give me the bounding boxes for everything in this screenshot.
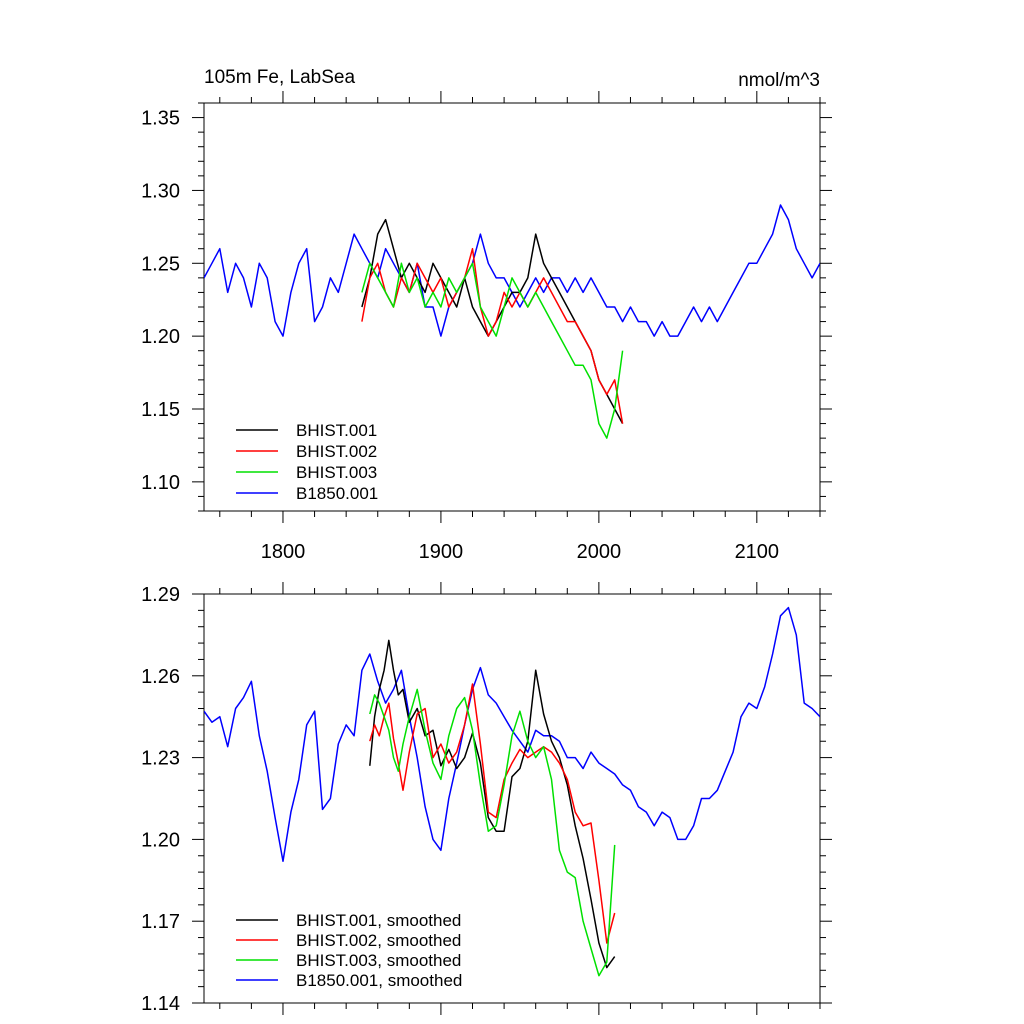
y-tick-label: 1.25	[141, 253, 180, 275]
chart-bottom: 1.14 1.17 1.20 1.23 1.26 1.29 BHIST.001, smoot…	[141, 582, 832, 1015]
series-line-3	[204, 204, 820, 337]
y-tick-label: 1.14	[141, 993, 180, 1015]
legend-label: B1850.001	[296, 484, 378, 503]
x-tick-label: 2000	[577, 541, 622, 563]
x-tick-label: 1900	[419, 541, 464, 563]
y-tick-label: 1.20	[141, 326, 180, 348]
y-tick-label: 1.30	[141, 180, 180, 202]
chart-top: 1.10 1.15 1.20 1.25 1.30 1.35 1800 1900 2000 2100…	[141, 67, 832, 563]
y-tick-label: 1.29	[141, 584, 180, 606]
series-line-3	[204, 606, 820, 862]
y-tick-label: 1.26	[141, 666, 180, 688]
series-line-2	[361, 262, 624, 439]
y-tick-label: 1.35	[141, 108, 180, 130]
legend-label: BHIST.003, smoothed	[296, 951, 461, 970]
y-tick-label: 1.20	[141, 829, 180, 851]
series-line-0	[361, 218, 624, 424]
y-tick-label: 1.23	[141, 748, 180, 770]
series-line-0	[369, 639, 616, 969]
y-tick-label: 1.17	[141, 911, 180, 933]
series-line-2	[369, 688, 616, 977]
units-label: nmol/m^3	[738, 70, 820, 91]
y-tick-label: 1.10	[141, 472, 180, 494]
legend-label: BHIST.002	[296, 442, 377, 461]
x-tick-label: 2100	[735, 541, 780, 563]
legend-label: BHIST.002, smoothed	[296, 931, 461, 950]
legend-label: B1850.001, smoothed	[296, 971, 462, 990]
plot-frame	[203, 593, 821, 1004]
chart-title: 105m Fe, LabSea	[204, 67, 355, 88]
series-group	[204, 204, 820, 439]
series-group	[204, 606, 820, 977]
legend-label: BHIST.001, smoothed	[296, 911, 461, 930]
series-line-1	[369, 683, 616, 944]
legend-label: BHIST.003	[296, 463, 377, 482]
y-tick-label: 1.15	[141, 399, 180, 421]
legend-label: BHIST.001	[296, 421, 377, 440]
x-tick-label: 1800	[261, 541, 306, 563]
